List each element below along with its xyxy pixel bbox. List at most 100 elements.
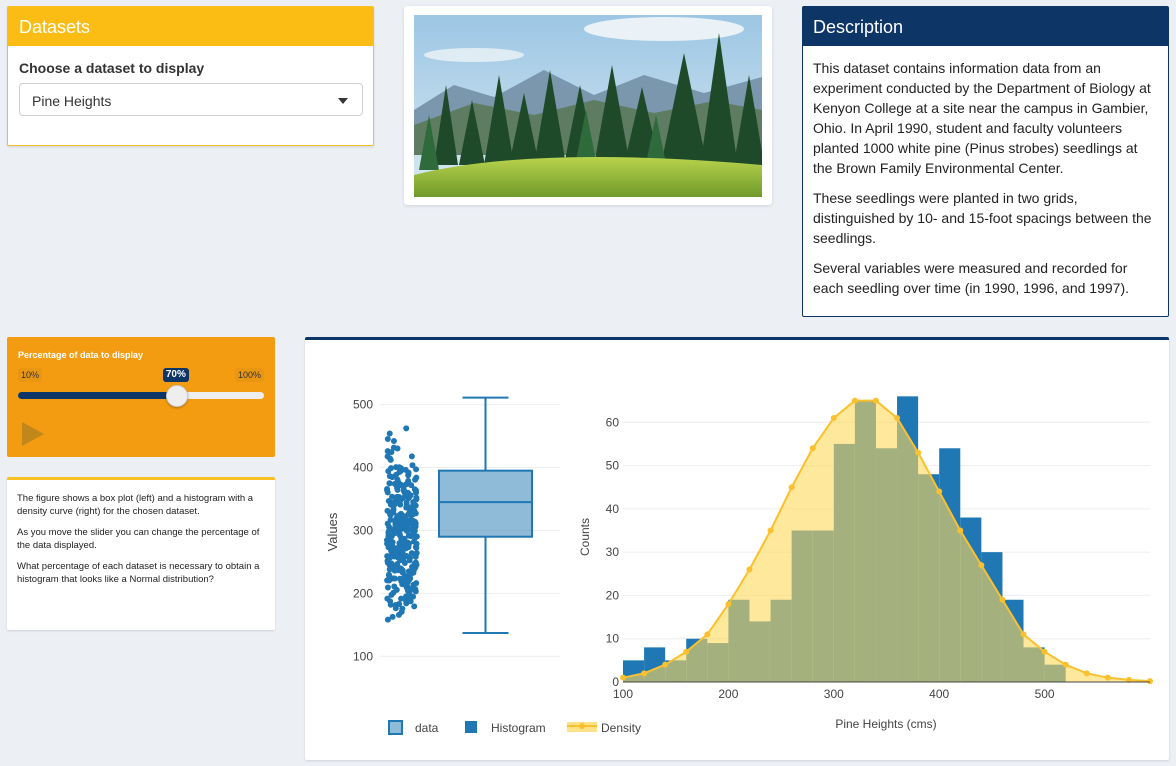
pine-forest-photo (414, 15, 762, 197)
hist-y-tick-label: 10 (606, 632, 620, 646)
box-data-point (399, 495, 406, 502)
play-icon[interactable] (22, 422, 44, 446)
box-data-point (405, 577, 412, 584)
box-data-point (404, 489, 411, 496)
box-iqr (438, 469, 533, 538)
box-y-tick-label: 200 (353, 586, 373, 600)
box-data-point (411, 486, 418, 493)
box-data-point (408, 482, 415, 489)
box-data-point (411, 603, 418, 610)
density-point (1104, 674, 1111, 681)
density-point (641, 670, 648, 677)
box-data-point (386, 473, 393, 480)
plot-canvas[interactable]: 100 200 300 400 500 Values 0 10 20 30 40 50 60 100 200… (305, 340, 1169, 760)
density-area (623, 400, 1150, 682)
box-data-point (411, 518, 418, 525)
slider-fill (18, 392, 177, 399)
density-point (936, 488, 943, 495)
box-data-point (387, 456, 394, 463)
box-data-point (384, 616, 391, 623)
box-data-point (391, 583, 398, 590)
box-data-point (388, 465, 395, 472)
box-data-point (407, 598, 414, 605)
slider-value-label: 70% (162, 368, 189, 382)
density-point (1083, 670, 1090, 677)
box-data-point (400, 483, 407, 490)
box-data-point (386, 480, 393, 487)
box-data-point (398, 595, 405, 602)
hist-y-tick-label: 0 (612, 675, 619, 689)
box-data-point (390, 438, 397, 445)
box-data-point (395, 516, 402, 523)
density-point (915, 449, 922, 456)
box-y-tick-label: 400 (353, 461, 373, 475)
density-point (725, 601, 732, 608)
density-point (830, 414, 837, 421)
density-point (872, 397, 879, 404)
box-data-point (413, 550, 420, 557)
density-point (1020, 631, 1027, 638)
description-panel: Description This dataset contains inform… (802, 6, 1169, 317)
box-data-point (394, 499, 401, 506)
box-y-tick-label: 300 (353, 523, 373, 537)
description-paragraph: These seedlings were planted in two grid… (813, 190, 1152, 246)
box-y-tick-label: 500 (353, 398, 373, 412)
box-data-point (393, 471, 400, 478)
box-data-point (407, 554, 414, 561)
box-data-point (388, 591, 395, 598)
datasets-panel: Datasets Choose a dataset to display Pin… (7, 6, 374, 146)
box-data-point (398, 556, 405, 563)
box-data-point (410, 532, 417, 539)
legend-density-label: Density (601, 721, 641, 735)
info-paragraph: The figure shows a box plot (left) and a… (17, 493, 254, 517)
plot-panel: 100 200 300 400 500 Values 0 10 20 30 40 50 60 100 200… (305, 337, 1169, 760)
hist-y-axis-label: Counts (578, 518, 592, 556)
density-point (809, 445, 816, 452)
datasets-header: Datasets (8, 7, 373, 46)
box-data-point (410, 499, 417, 506)
hist-y-tick-label: 60 (606, 415, 620, 429)
box-data-point (389, 613, 396, 620)
density-line (622, 399, 1151, 683)
description-paragraph: Several variables were measured and reco… (813, 260, 1129, 296)
box-data-point (384, 595, 391, 602)
box-data-point (394, 545, 401, 552)
box-data-point (385, 532, 392, 539)
hist-x-tick-label: 500 (1035, 687, 1055, 701)
hist-x-axis-label: Pine Heights (cms) (835, 717, 936, 731)
density-point (704, 631, 711, 638)
box-data-point (395, 611, 402, 618)
box-data-point (403, 518, 410, 525)
box-y-tick-label: 100 (353, 649, 373, 663)
box-data-point (386, 543, 393, 550)
dataset-select-value: Pine Heights (32, 93, 112, 109)
box-data-point (399, 549, 406, 556)
density-point (683, 648, 690, 655)
dataset-photo-card (404, 6, 772, 205)
slider-handle[interactable] (165, 385, 188, 407)
box-data-point (403, 425, 410, 432)
density-point (1125, 676, 1132, 683)
percentage-slider-panel: Percentage of data to display 10% 100% 7… (7, 337, 275, 457)
density-point (999, 596, 1006, 603)
slider-min-label: 10% (18, 368, 43, 382)
hist-y-tick-label: 50 (606, 459, 620, 473)
density-point (662, 661, 669, 668)
chevron-down-icon (338, 98, 348, 104)
legend-density-swatch-point (579, 723, 585, 729)
box-data-point (394, 445, 401, 452)
density-point (957, 527, 964, 534)
box-data-point (411, 507, 418, 514)
density-point (978, 562, 985, 569)
box-data-point (394, 560, 401, 567)
density-point (620, 674, 626, 681)
description-paragraph: This dataset contains information data f… (813, 60, 1151, 176)
box-data-point (392, 567, 399, 574)
dataset-select[interactable]: Pine Heights (19, 83, 363, 116)
box-data-point (386, 430, 393, 437)
box-data-point (412, 543, 419, 550)
info-paragraph: As you move the slider you can change th… (17, 527, 260, 551)
slider-title: Percentage of data to display (18, 350, 144, 360)
box-data-point (394, 486, 401, 493)
box-data-point (394, 493, 401, 500)
